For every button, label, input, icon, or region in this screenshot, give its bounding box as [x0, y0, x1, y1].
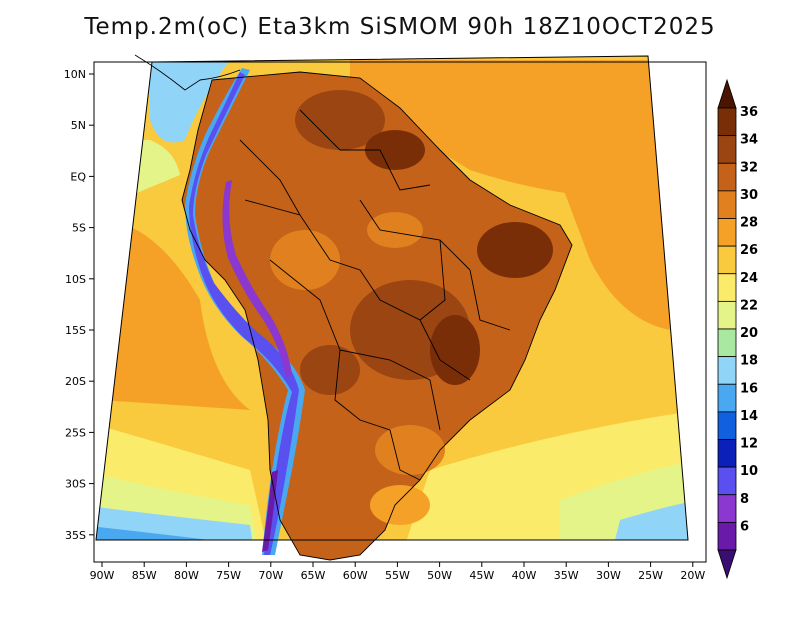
lat-tick-label: 10N	[64, 68, 86, 81]
colorbar-label: 16	[740, 381, 758, 396]
latitude-axis: 10N 5N EQ 5S 10S 15S 20S 25S 30S 35S	[64, 68, 94, 542]
lat-tick-label: 30S	[65, 478, 86, 491]
colorbar-label: 24	[740, 271, 758, 286]
lon-tick-label: 35W	[554, 569, 579, 582]
map-title: Temp.2m(oC) Eta3km SiSMOM 90h 18Z10OCT20…	[84, 14, 716, 40]
colorbar-segment	[717, 494, 737, 523]
colorbar-segment	[717, 300, 737, 330]
colorbar-segment	[717, 78, 737, 109]
lon-tick-label: 85W	[132, 569, 157, 582]
lon-tick-label: 50W	[427, 569, 452, 582]
colorbar-segment	[717, 356, 737, 385]
lon-tick-label: 60W	[343, 569, 368, 582]
lat-tick-label: 5S	[72, 222, 86, 235]
colorbar-segment	[717, 190, 737, 219]
colorbar-segment	[717, 328, 737, 358]
colorbar-segment	[717, 135, 737, 164]
colorbar-label: 18	[740, 354, 758, 369]
colorbar-label: 26	[740, 243, 758, 258]
lat-tick-label: 15S	[65, 324, 86, 337]
colorbar-label: 12	[740, 437, 758, 452]
colorbar-label: 30	[740, 188, 758, 203]
colorbar-label: 6	[740, 519, 749, 534]
colorbar-segment	[717, 245, 737, 275]
lon-tick-label: 30W	[596, 569, 621, 582]
lon-tick-label: 55W	[385, 569, 410, 582]
lat-tick-label: 20S	[65, 375, 86, 388]
colorbar-segment	[717, 466, 737, 496]
colorbar-label: 28	[740, 216, 758, 231]
colorbar-label: 20	[740, 326, 758, 341]
colorbar-segment	[717, 162, 737, 192]
colorbar-label: 22	[740, 298, 758, 313]
lat-tick-label: 10S	[65, 273, 86, 286]
colorbar-segment	[717, 411, 737, 440]
lat-tick-label: EQ	[70, 170, 86, 183]
colorbar-label: 34	[740, 133, 758, 148]
lat-tick-label: 25S	[65, 426, 86, 439]
lat-tick-label: 5N	[71, 119, 86, 132]
map-frame	[95, 55, 689, 541]
longitude-axis: 90W 85W 80W 75W 70W 65W 60W 55W 50W 45W 40W 35W 30W 2…	[90, 562, 705, 582]
plot-border	[93, 61, 707, 563]
colorbar-label: 10	[740, 464, 758, 479]
colorbar-segment	[717, 107, 737, 137]
lon-tick-label: 25W	[638, 569, 663, 582]
colorbar-segment	[717, 218, 737, 247]
colorbar-label: 32	[740, 160, 758, 175]
lon-tick-label: 20W	[680, 569, 705, 582]
colorbar-label: 36	[740, 105, 758, 120]
lon-tick-label: 80W	[174, 569, 199, 582]
hot-core-northeast	[477, 222, 553, 278]
lon-tick-label: 65W	[301, 569, 326, 582]
country-borders	[181, 71, 573, 561]
colorbar-segment	[717, 273, 737, 302]
lon-tick-label: 40W	[512, 569, 537, 582]
colorbar-label: 8	[740, 492, 749, 507]
colorbar-segment	[717, 549, 737, 580]
hot-core-north	[295, 90, 385, 150]
lon-tick-label: 90W	[90, 569, 115, 582]
colorbar-segment	[717, 521, 737, 551]
lon-tick-label: 70W	[258, 569, 283, 582]
lon-tick-label: 75W	[216, 569, 241, 582]
lon-tick-label: 45W	[469, 569, 494, 582]
colorbar-segment	[717, 383, 737, 413]
colorbar-segment	[717, 439, 737, 468]
colorbar-label: 14	[740, 409, 758, 424]
lat-tick-label: 35S	[65, 529, 86, 542]
